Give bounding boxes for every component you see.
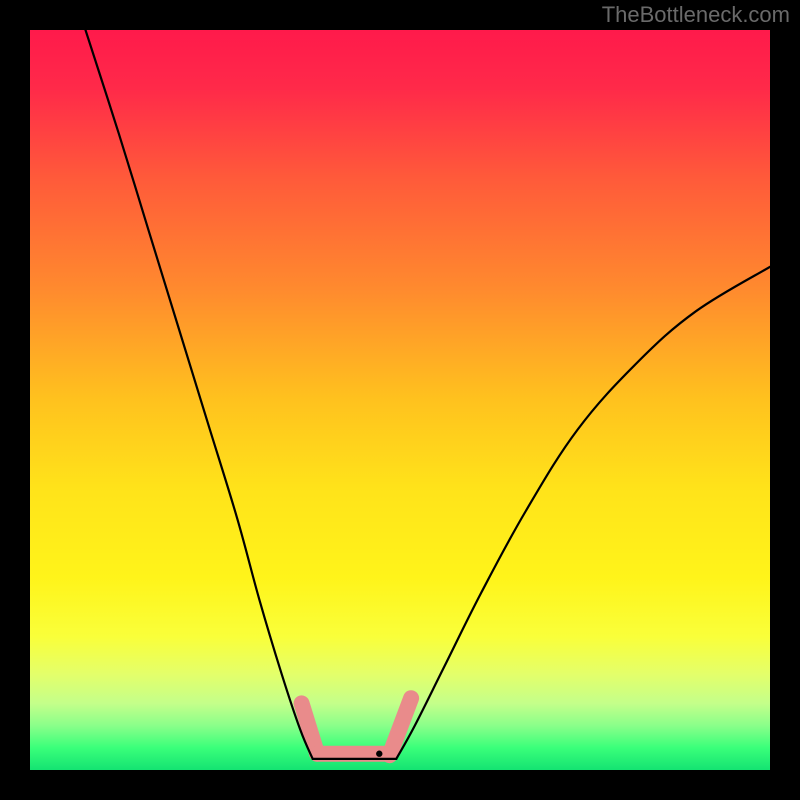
watermark-text: TheBottleneck.com [602, 2, 790, 28]
bottleneck-chart [0, 0, 800, 800]
chart-container: TheBottleneck.com [0, 0, 800, 800]
